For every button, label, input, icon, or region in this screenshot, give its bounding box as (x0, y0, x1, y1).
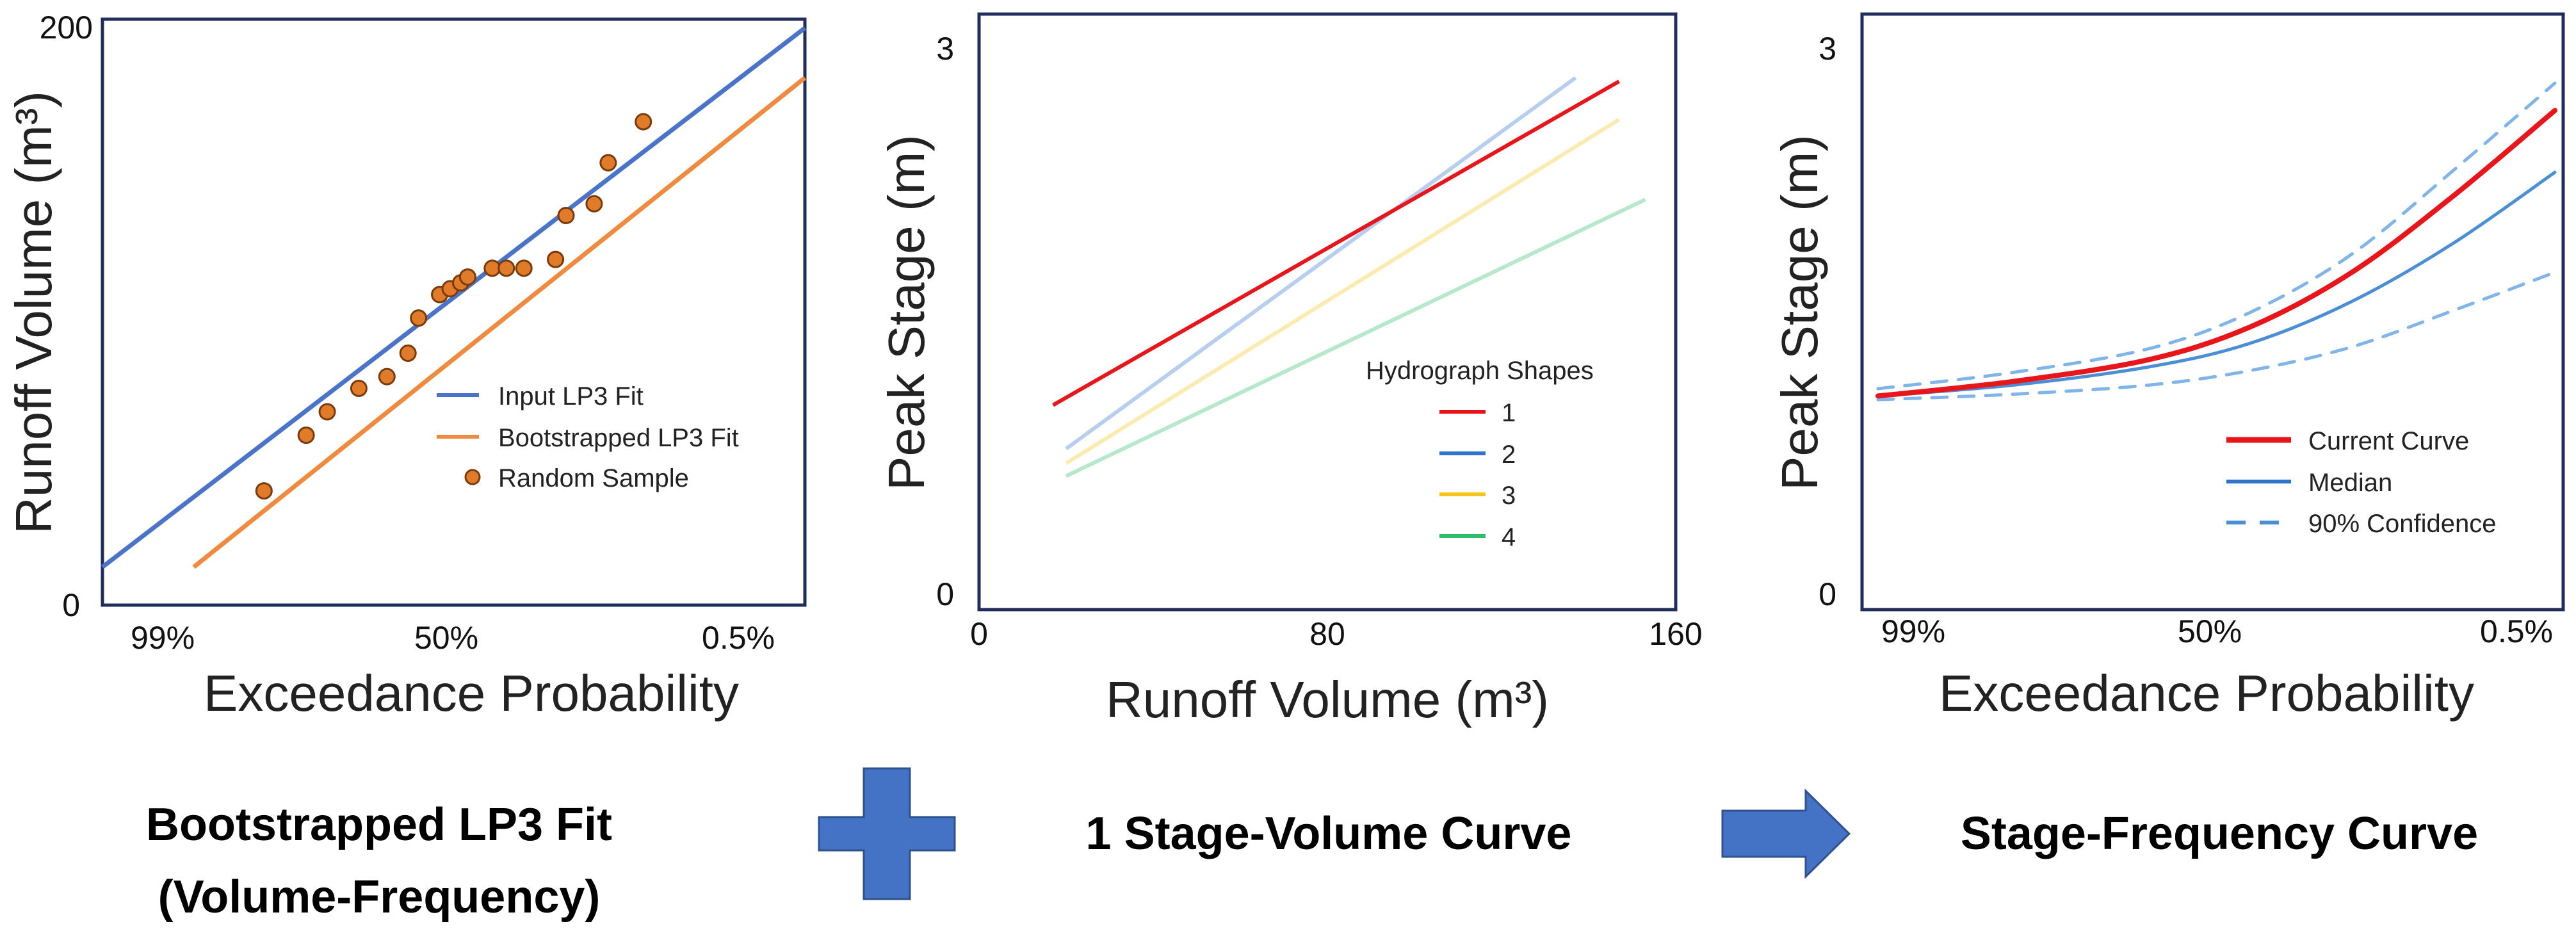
legend-title: Hydrograph Shapes (1366, 357, 1594, 385)
hydrograph-shape-3-line (1065, 118, 1621, 466)
x-tick-0-5: 0.5% (2480, 613, 2553, 649)
stage-volume-chart: 3 0 0 80 160 Runoff Volume (m³) Peak Sta… (878, 12, 1703, 728)
legend-label-current: Current Curve (2308, 427, 2469, 455)
bootstrapped-lp3-fit-line (192, 76, 807, 569)
caption-right: Stage-Frequency Curve (1961, 808, 2478, 859)
x-tick-0: 0 (970, 616, 988, 652)
sample-point (498, 259, 515, 277)
hydrograph-shape-1-line (1052, 79, 1621, 407)
confidence-upper-line (1876, 81, 2557, 391)
sample-point (399, 345, 417, 362)
sample-point (585, 195, 603, 213)
stage-frequency-chart: 3 0 99% 50% 0.5% Exceedance Probability … (1771, 12, 2565, 722)
sample-point (297, 426, 315, 444)
y-tick-top: 3 (1819, 31, 1836, 67)
sample-point (599, 154, 617, 172)
legend: Current Curve Median 90% Confidence (2226, 427, 2497, 538)
sample-point (635, 113, 652, 131)
legend-label-bootstrapped: Bootstrapped LP3 Fit (498, 424, 739, 452)
legend: Input LP3 Fit Bootstrapped LP3 Fit Rando… (437, 382, 739, 492)
x-axis-title: Exceedance Probability (1939, 665, 2474, 722)
y-axis-title: Runoff Volume (m³) (5, 91, 62, 534)
chart-frame (977, 12, 1678, 612)
x-axis-title: Exceedance Probability (204, 665, 739, 722)
x-tick-99: 99% (1881, 613, 1945, 649)
legend-label-shape-3: 3 (1502, 482, 1516, 510)
sample-point (458, 268, 476, 286)
sample-point (483, 259, 501, 277)
captions: Bootstrapped LP3 Fit (Volume-Frequency) … (146, 767, 2478, 923)
series-lines (101, 26, 807, 569)
caption-left-line2: (Volume-Frequency) (158, 872, 601, 923)
hydrograph-shape-4-line (1065, 197, 1646, 478)
chart-frame (101, 17, 807, 607)
x-tick-80: 80 (1309, 616, 1345, 652)
legend-label-shape-2: 2 (1502, 441, 1516, 469)
chart-frame (1860, 12, 2565, 612)
plus-icon (818, 767, 956, 900)
random-sample-points (255, 113, 652, 500)
sample-point (547, 250, 565, 268)
x-tick-99: 99% (131, 620, 195, 656)
sample-point (410, 309, 428, 327)
legend-label-shape-4: 4 (1502, 523, 1516, 551)
median-line (1876, 170, 2557, 398)
y-tick-top: 200 (40, 10, 93, 45)
caption-middle: 1 Stage-Volume Curve (1086, 808, 1572, 859)
stage-frequency-lines (1875, 81, 2557, 402)
sample-point (318, 403, 336, 421)
x-tick-50: 50% (2178, 613, 2242, 649)
current-curve-line (1875, 108, 2557, 399)
hydrograph-lines (1052, 76, 1646, 478)
legend-label-sample: Random Sample (498, 464, 689, 492)
y-tick-bottom: 0 (62, 587, 80, 623)
arrow-right-icon (1721, 788, 1851, 879)
y-tick-bottom: 0 (936, 576, 954, 612)
y-axis-title: Peak Stage (m) (878, 134, 935, 491)
input-lp3-fit-line (101, 26, 807, 569)
sample-point (515, 259, 533, 277)
sample-point (350, 379, 368, 397)
y-tick-bottom: 0 (1819, 576, 1836, 612)
legend-label-median: Median (2308, 469, 2392, 497)
legend-label-shape-1: 1 (1502, 399, 1516, 427)
legend-swatch-sample (464, 469, 481, 485)
legend: Hydrograph Shapes 1 2 3 4 (1366, 357, 1594, 551)
y-axis-title: Peak Stage (m) (1771, 134, 1828, 491)
sample-point (557, 207, 575, 225)
x-tick-0-5: 0.5% (702, 620, 775, 656)
x-tick-50: 50% (414, 620, 478, 656)
legend-label-confidence: 90% Confidence (2308, 510, 2497, 538)
caption-left-line1: Bootstrapped LP3 Fit (146, 799, 612, 850)
legend-label-input: Input LP3 Fit (498, 382, 644, 410)
y-tick-top: 3 (936, 31, 954, 67)
sample-point (378, 368, 396, 385)
x-axis-title: Runoff Volume (m³) (1106, 671, 1549, 728)
x-tick-160: 160 (1649, 616, 1702, 652)
volume-frequency-chart: 200 0 99% 50% 0.5% Exceedance Probabilit… (5, 10, 807, 722)
hydrograph-shape-2-line (1065, 76, 1577, 451)
sample-point (255, 482, 273, 500)
confidence-lower-line (1876, 270, 2557, 402)
